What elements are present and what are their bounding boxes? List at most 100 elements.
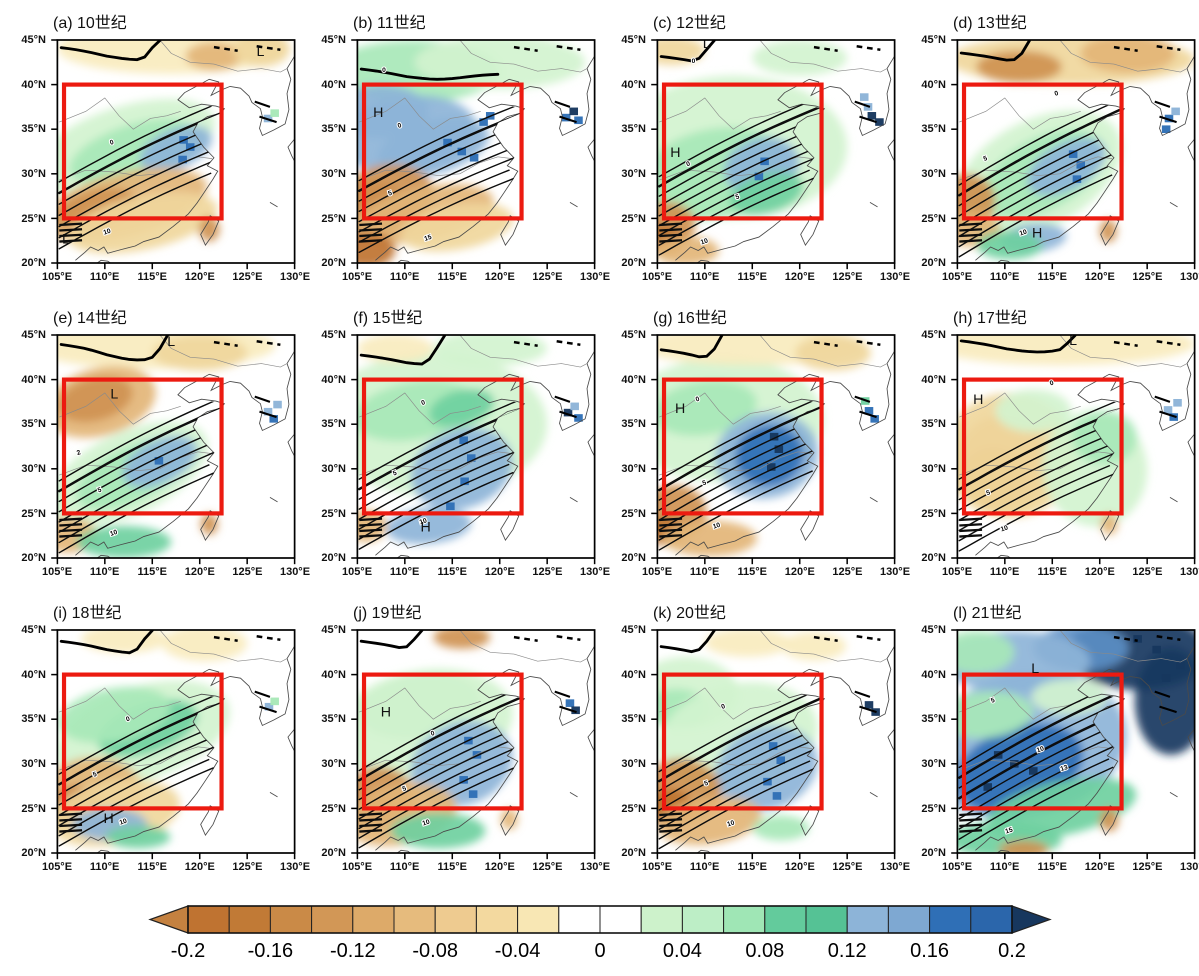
marker-low: L [1031, 661, 1039, 677]
x-tick-label: 125°E [232, 861, 263, 873]
y-tick-label: 25°N [321, 802, 346, 815]
x-tick-label: 110°E [989, 566, 1020, 578]
svg-text:5: 5 [97, 487, 103, 495]
x-tick-label: 130°E [1179, 861, 1199, 873]
panel-title: (k) 20世纪 [653, 605, 726, 622]
svg-text:0: 0 [397, 122, 403, 130]
marker-low: L [1069, 333, 1077, 349]
map-panel-a: (a) 10世纪 45°N 40°N 35°N 30°N 25°N 20°N 0 10 L L … [13, 12, 310, 289]
marker-high: H [373, 105, 383, 121]
panel-title: (l) 21世纪 [953, 605, 1022, 622]
y-tick-label: 40°N [21, 373, 46, 386]
colorbar-label: 0.04 [663, 940, 702, 962]
map-panel-h: (h) 17世纪 45°N 40°N 35°N 30°N 25°N 20°N 0 5 10 H L… [913, 307, 1199, 584]
x-tick-label: 110°E [989, 271, 1020, 283]
x-axis-labels: 105°E 110°E 115°E 120°E 125°E 130°E [942, 566, 1199, 584]
x-tick-label: 105°E [641, 566, 673, 578]
y-tick-label: 45°N [321, 624, 346, 636]
y-axis-labels: 45°N 40°N 35°N 30°N 25°N 20°N [313, 624, 355, 859]
svg-text:15: 15 [424, 234, 433, 243]
marker-low: L [110, 387, 118, 403]
y-tick-label: 25°N [21, 212, 46, 225]
marker-low: L [703, 36, 711, 52]
y-tick-label: 40°N [321, 668, 346, 681]
y-tick-label: 25°N [921, 507, 946, 520]
y-tick-label: 40°N [21, 78, 46, 91]
panel-title: (c) 12世纪 [653, 15, 726, 32]
svg-text:5: 5 [392, 470, 398, 478]
svg-text:0: 0 [695, 396, 701, 404]
x-tick-label: 130°E [1179, 566, 1199, 578]
x-tick-label: 120°E [1084, 861, 1115, 873]
map-panel-j: (j) 19世纪 45°N 40°N 35°N 30°N 25°N 20°N 0 5 10 H … [313, 602, 610, 879]
colorbar-label: 0.16 [910, 940, 949, 962]
map-plot: 0 5 10 H [351, 629, 596, 860]
svg-text:10: 10 [712, 522, 721, 531]
svg-text:0: 0 [109, 139, 115, 147]
y-tick-label: 45°N [21, 624, 46, 636]
panel-title: (g) 16世纪 [653, 310, 727, 327]
y-tick-label: 30°N [321, 167, 346, 180]
panel-body: 45°N 40°N 35°N 30°N 25°N 20°N 0 5 10 H [313, 329, 605, 565]
map-plot: 0 5 10 H [651, 334, 896, 565]
y-tick-label: 35°N [21, 123, 46, 136]
y-tick-label: 45°N [621, 34, 646, 46]
x-axis-labels: 105°E 110°E 115°E 120°E 125°E 130°E [342, 861, 610, 879]
x-tick-label: 120°E [484, 861, 515, 873]
x-tick-label: 110°E [689, 566, 720, 578]
y-tick-label: 35°N [921, 418, 946, 431]
y-tick-label: 45°N [921, 34, 946, 46]
marker-low: L [256, 44, 264, 60]
svg-text:0: 0 [421, 399, 427, 407]
y-tick-label: 40°N [921, 373, 946, 386]
x-tick-label: 115°E [737, 861, 767, 873]
y-tick-label: 25°N [621, 802, 646, 815]
x-tick-label: 120°E [484, 271, 515, 283]
colorbar-label: -0.08 [412, 940, 458, 962]
y-tick-label: 35°N [621, 713, 646, 726]
x-tick-label: 105°E [941, 861, 973, 873]
y-tick-label: 25°N [921, 212, 946, 225]
x-tick-label: 115°E [1037, 566, 1067, 578]
svg-text:0: 0 [685, 160, 691, 168]
colorbar: -0.2 -0.16 -0.12 -0.08 -0.04 0 0.04 0.08 0.12 0.1… [146, 903, 1054, 970]
x-tick-label: 120°E [184, 566, 215, 578]
panel-title: (b) 11世纪 [353, 15, 426, 32]
x-tick-label: 125°E [1132, 271, 1163, 283]
y-tick-label: 45°N [621, 329, 646, 341]
panel-body: 45°N 40°N 35°N 30°N 25°N 20°N 0 5 15 0 H [313, 34, 605, 270]
x-tick-label: 115°E [437, 566, 467, 578]
x-axis-labels: 105°E 110°E 115°E 120°E 125°E 130°E [42, 271, 310, 289]
x-tick-label: 105°E [641, 271, 673, 283]
y-tick-label: 40°N [621, 78, 646, 91]
svg-text:10: 10 [1000, 524, 1009, 533]
x-axis-labels: 105°E 110°E 115°E 120°E 125°E 130°E [42, 861, 310, 879]
y-tick-label: 25°N [921, 802, 946, 815]
y-tick-label: 45°N [921, 329, 946, 341]
colorbar-svg: -0.2 -0.16 -0.12 -0.08 -0.04 0 0.04 0.08 0.12 0.1… [148, 905, 1052, 962]
x-tick-label: 110°E [389, 566, 420, 578]
svg-text:10: 10 [419, 517, 428, 526]
svg-text:10: 10 [109, 529, 118, 538]
x-tick-label: 130°E [279, 566, 311, 578]
svg-text:10: 10 [1036, 745, 1045, 754]
x-tick-label: 115°E [437, 271, 467, 283]
y-tick-label: 20°N [21, 257, 46, 269]
x-tick-label: 130°E [579, 566, 611, 578]
y-tick-label: 25°N [321, 507, 346, 520]
x-tick-label: 120°E [784, 271, 815, 283]
map-panel-b: (b) 11世纪 45°N 40°N 35°N 30°N 25°N 20°N 0 5 15 0 H… [313, 12, 610, 289]
colorbar-label: 0 [594, 940, 605, 962]
x-tick-label: 120°E [784, 861, 815, 873]
map-panel-l: (l) 21世纪 45°N 40°N 35°N 30°N 25°N 20°N 5 10 13 1… [913, 602, 1199, 879]
y-tick-label: 25°N [321, 212, 346, 225]
map-plot: 0 5 10 H L [951, 333, 1196, 565]
x-tick-label: 125°E [832, 566, 863, 578]
map-plot: 0 5 15 0 H [351, 39, 596, 270]
x-tick-label: 105°E [341, 861, 373, 873]
y-tick-label: 20°N [321, 257, 346, 269]
svg-text:13: 13 [1060, 764, 1069, 773]
y-tick-label: 25°N [21, 507, 46, 520]
y-tick-label: 20°N [921, 552, 946, 564]
svg-text:5: 5 [990, 697, 996, 705]
